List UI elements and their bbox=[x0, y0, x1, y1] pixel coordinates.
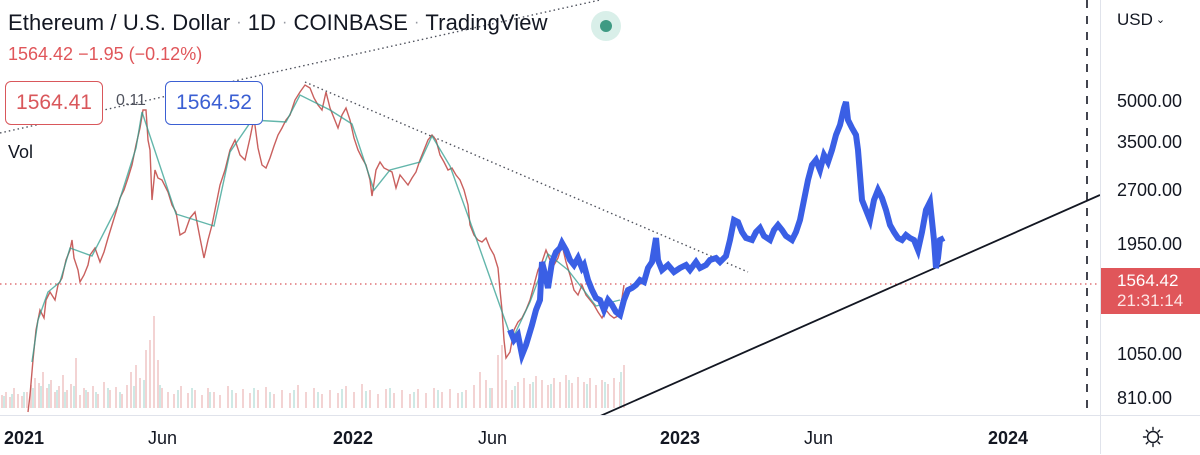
price-chart bbox=[0, 0, 1100, 415]
price-tick: 810.00 bbox=[1117, 388, 1173, 408]
price-tick: 1950.00 bbox=[1117, 234, 1183, 254]
last-price: 1564.42 bbox=[8, 44, 74, 64]
projection-path bbox=[507, 101, 946, 366]
rising-resistance-trendline bbox=[0, 0, 601, 134]
time-tick: 2023 bbox=[660, 428, 701, 448]
chevron-down-icon: ⌄ bbox=[1155, 14, 1166, 26]
price-tick: 1050.00 bbox=[1117, 344, 1183, 364]
price-tick: 3500.00 bbox=[1117, 132, 1183, 152]
symbol-name[interactable]: Ethereum / U.S. Dollar bbox=[8, 10, 231, 35]
buy-button[interactable]: 1564.52 bbox=[165, 81, 263, 125]
time-tick: Jun bbox=[804, 428, 834, 448]
volume-bars bbox=[1, 316, 625, 408]
current-price-label: 1564.42 21:31:14 bbox=[1101, 268, 1200, 314]
descending-resistance-trendline bbox=[304, 81, 749, 273]
gear-icon[interactable] bbox=[1142, 426, 1164, 448]
chart-plot-area[interactable]: Ethereum / U.S. Dollar · 1D · COINBASE · Tradi… bbox=[0, 0, 1100, 415]
price-tick: 2700.00 bbox=[1117, 180, 1183, 200]
axis-divider bbox=[1101, 415, 1200, 416]
time-tick: 2024 bbox=[988, 428, 1029, 448]
market-open-dot-icon[interactable] bbox=[591, 11, 621, 41]
sell-button[interactable]: 1564.41 bbox=[5, 81, 103, 125]
spread-value: 0.11 bbox=[116, 92, 146, 109]
time-tick: Jun bbox=[148, 428, 178, 448]
symbol-legend[interactable]: Ethereum / U.S. Dollar · 1D · COINBASE · Tradi… bbox=[8, 10, 548, 35]
price-tick: 5000.00 bbox=[1117, 91, 1183, 111]
currency-selector[interactable]: USD ⌄ bbox=[1117, 10, 1166, 29]
interval[interactable]: 1D bbox=[247, 10, 277, 35]
price-change: −1.95 bbox=[78, 44, 124, 64]
price-change-percent: (−0.12%) bbox=[128, 44, 203, 64]
price-change-legend: 1564.42 −1.95 (−0.12%) bbox=[8, 44, 202, 65]
price-axis[interactable]: USD ⌄ 5000.00 3500.00 2700.00 1950.00 156… bbox=[1100, 0, 1200, 454]
volume-indicator-label[interactable]: Vol bbox=[8, 142, 34, 162]
support-trendline bbox=[600, 194, 1100, 415]
time-tick: Jun bbox=[478, 428, 508, 448]
time-tick: 2022 bbox=[333, 428, 374, 448]
exchange: COINBASE bbox=[293, 10, 408, 35]
bar-countdown: 21:31:14 bbox=[1117, 291, 1184, 310]
candles bbox=[27, 84, 625, 413]
time-tick: 2021 bbox=[4, 428, 45, 448]
data-source: TradingView bbox=[425, 10, 548, 35]
time-axis[interactable] bbox=[0, 415, 1100, 455]
